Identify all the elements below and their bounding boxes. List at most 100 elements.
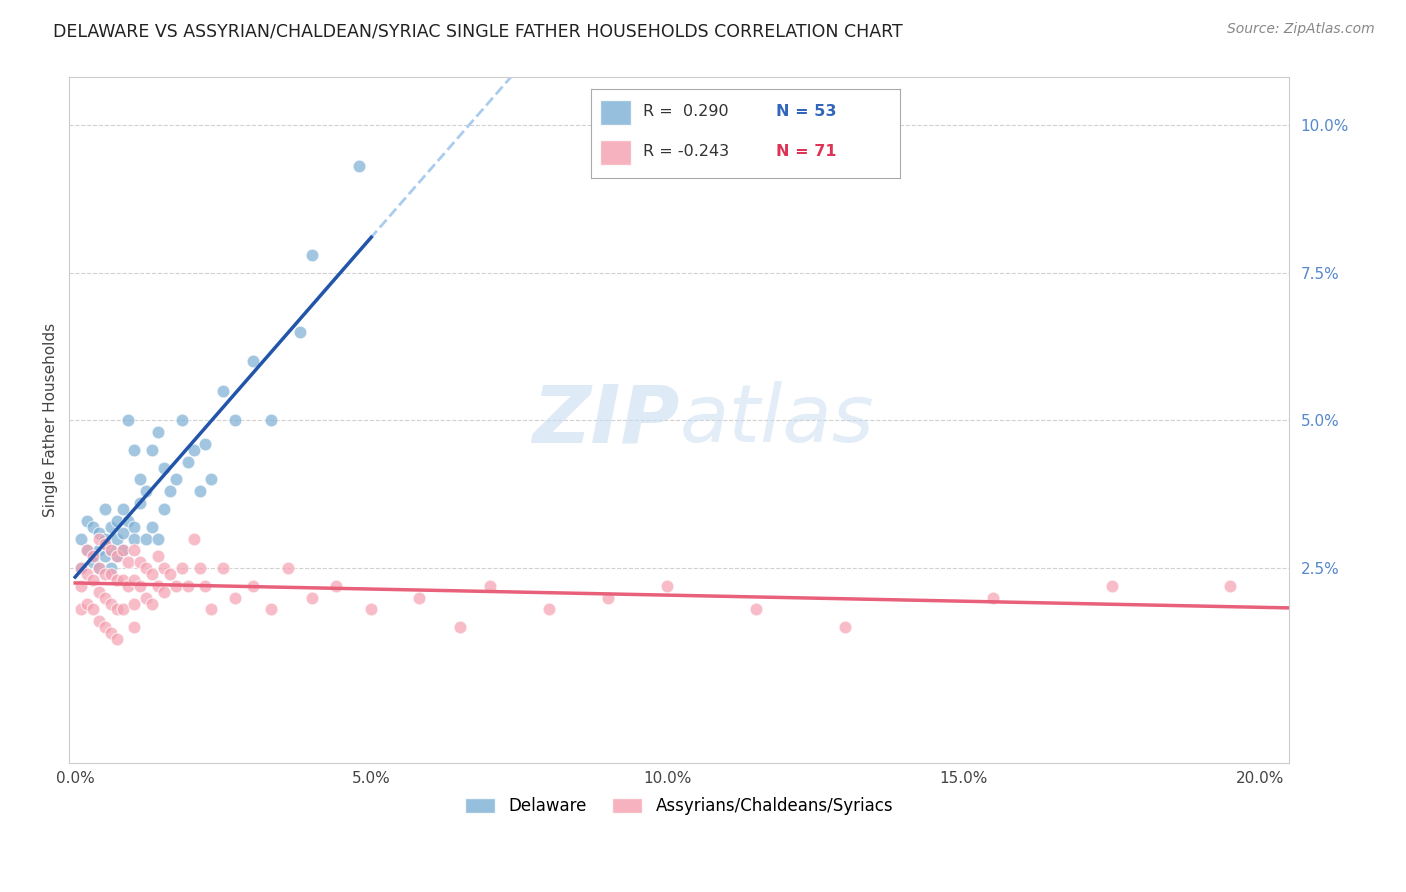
Point [87,561,110,575]
Text: N = 53: N = 53 [776,104,837,119]
Point [117,555,139,569]
Point [76,566,98,581]
Point [349,159,371,173]
Point [111,602,134,616]
Point [111,573,134,587]
Point [100,561,122,575]
Point [135,591,157,605]
Point [224,413,246,427]
Point [70,602,93,616]
Point [301,248,323,262]
Point [94,566,117,581]
Point [124,597,146,611]
Point [100,519,122,533]
Text: N = 71: N = 71 [776,145,837,159]
Bar [600,140,631,165]
Point [183,442,205,457]
Point [129,555,152,569]
Point [82,573,104,587]
Point [87,543,110,558]
Point [159,484,181,499]
Point [124,573,146,587]
Point [200,602,222,616]
Point [87,584,110,599]
Point [200,472,222,486]
Point [129,579,152,593]
Point [76,597,98,611]
Point [408,591,430,605]
Point [111,543,134,558]
Point [153,460,176,475]
Point [105,549,128,564]
Point [76,543,98,558]
Point [146,579,169,593]
Point [170,561,193,575]
Text: ZIP: ZIP [531,381,679,459]
Point [1219,579,1241,593]
Point [153,561,176,575]
Point [111,502,134,516]
Point [117,579,139,593]
Point [224,591,246,605]
Point [212,561,235,575]
Point [360,602,382,616]
Point [129,496,152,510]
Point [141,442,163,457]
Point [146,532,169,546]
Text: R =  0.290: R = 0.290 [643,104,728,119]
Point [135,561,157,575]
Point [76,543,98,558]
Point [105,632,128,646]
Point [111,525,134,540]
Point [135,484,157,499]
Point [105,549,128,564]
Point [100,543,122,558]
Point [94,537,117,551]
Point [82,555,104,569]
Point [194,579,217,593]
Point [94,620,117,634]
Point [657,579,679,593]
Y-axis label: Single Father Households: Single Father Households [44,323,58,517]
Point [183,532,205,546]
Point [105,514,128,528]
Point [117,413,139,427]
Point [146,425,169,439]
Point [124,519,146,533]
Point [82,519,104,533]
Point [146,549,169,564]
Point [105,602,128,616]
Point [70,561,93,575]
Point [100,597,122,611]
Point [94,591,117,605]
Point [449,620,471,634]
Point [111,543,134,558]
Point [290,325,312,339]
Point [82,602,104,616]
Point [124,532,146,546]
Point [70,532,93,546]
Point [259,602,281,616]
Point [188,484,211,499]
Text: R = -0.243: R = -0.243 [643,145,730,159]
Point [82,549,104,564]
Point [94,502,117,516]
Point [188,561,211,575]
Point [153,502,176,516]
Point [478,579,501,593]
Point [242,579,264,593]
Point [70,579,93,593]
Point [301,591,323,605]
Point [141,597,163,611]
Point [159,566,181,581]
Point [981,591,1004,605]
Point [129,472,152,486]
Point [1101,579,1123,593]
Point [117,514,139,528]
Point [124,620,146,634]
Point [100,566,122,581]
Point [70,561,93,575]
Point [76,514,98,528]
Point [176,579,198,593]
Point [277,561,299,575]
